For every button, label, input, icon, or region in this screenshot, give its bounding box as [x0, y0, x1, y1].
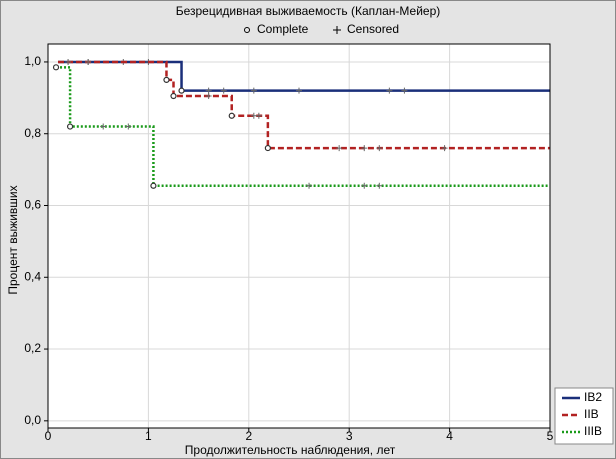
survival-line: [58, 60, 550, 150]
censored-mark: [361, 145, 368, 152]
y-tick-label: 0,6: [24, 198, 41, 212]
censored-mark: [361, 182, 368, 189]
marker-legend: Censored: [347, 22, 399, 36]
censored-mark: [376, 182, 383, 189]
legend-label: IIIB: [584, 424, 602, 438]
x-axis-label: Продолжительность наблюдения, лет: [185, 443, 396, 457]
censored-mark: [296, 87, 302, 94]
censored-symbol: [333, 26, 341, 34]
complete-mark: [66, 123, 74, 130]
censored-mark: [250, 112, 257, 119]
x-tick-label: 1: [145, 429, 152, 443]
complete-mark: [163, 76, 170, 83]
complete-mark: [264, 144, 271, 152]
censored-mark: [100, 123, 107, 130]
complete-symbol: [244, 27, 250, 33]
y-axis-label: Процент выживших: [6, 185, 20, 294]
censored-mark: [205, 87, 212, 94]
y-tick-label: 0,4: [24, 269, 41, 283]
x-tick-label: 0: [45, 429, 52, 443]
censored-mark: [220, 87, 227, 94]
plot-frame: [47, 43, 551, 429]
complete-mark: [170, 92, 177, 100]
censored-mark: [125, 123, 132, 130]
censored-mark: [250, 87, 257, 94]
censored-mark: [336, 145, 343, 152]
complete-mark: [178, 87, 185, 94]
survival-line: [58, 60, 550, 92]
y-tick-label: 0,0: [24, 413, 41, 427]
legend-label: IB2: [584, 390, 602, 404]
y-tick-label: 0,2: [24, 341, 41, 355]
censored-mark: [386, 87, 393, 94]
x-tick-label: 4: [446, 429, 453, 443]
censored-mark: [205, 93, 212, 100]
y-tick-label: 0,8: [24, 126, 41, 140]
marker-legend: Complete: [257, 22, 309, 36]
x-tick-label: 3: [346, 429, 353, 443]
censored-mark: [376, 145, 383, 152]
chart-title: Безрецидивная выживаемость (Каплан-Мейер…: [176, 4, 441, 18]
censored-mark: [401, 87, 408, 94]
complete-mark: [150, 182, 157, 189]
y-tick-label: 1,0: [24, 54, 41, 68]
censored-mark: [306, 182, 313, 189]
x-tick-label: 5: [547, 429, 554, 443]
complete-mark: [52, 64, 60, 71]
plot-area: [48, 44, 550, 428]
x-tick-label: 2: [245, 429, 252, 443]
censored-mark: [441, 145, 448, 152]
survival-line: [56, 66, 550, 188]
censored-mark: [85, 58, 92, 65]
complete-mark: [228, 112, 235, 119]
censored-mark: [255, 112, 262, 119]
legend-label: IIB: [584, 407, 599, 421]
censored-mark: [65, 58, 72, 65]
